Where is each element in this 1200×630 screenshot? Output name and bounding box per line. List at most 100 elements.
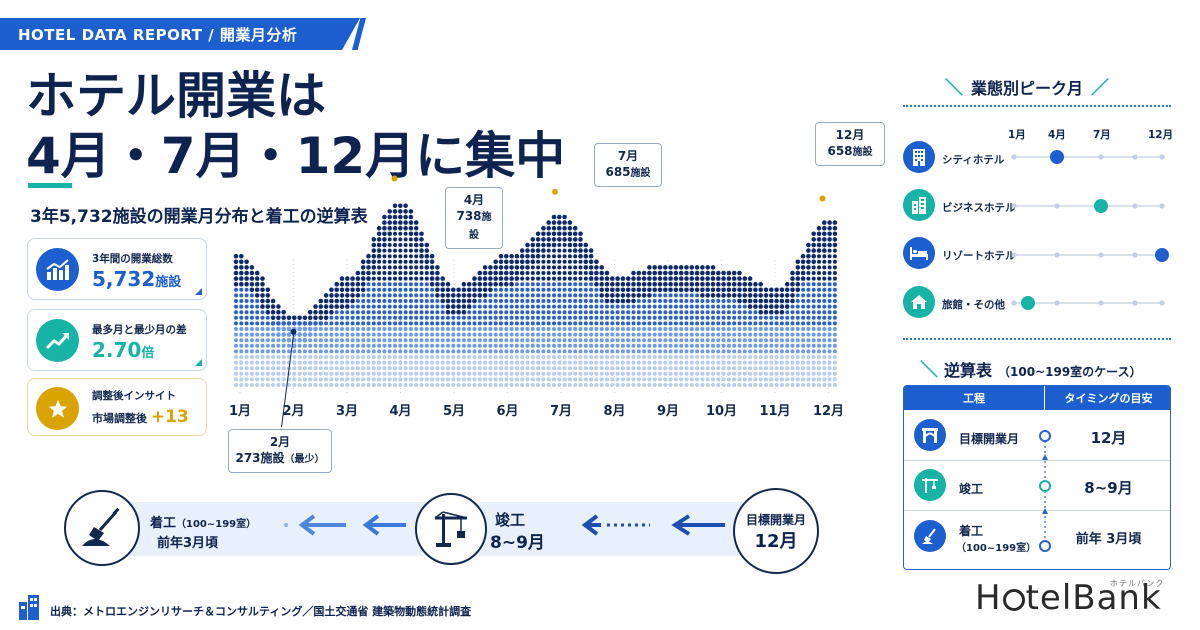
data-dot	[456, 383, 461, 387]
data-dot	[626, 360, 631, 365]
data-dot	[557, 237, 562, 242]
data-dot	[366, 327, 371, 331]
data-dot	[308, 377, 313, 382]
data-dot	[504, 343, 509, 348]
data-dot	[281, 343, 286, 348]
data-dot	[764, 377, 768, 382]
data-dot	[340, 332, 344, 337]
data-dot	[599, 338, 604, 343]
data-dot	[753, 281, 758, 287]
data-dot	[726, 281, 732, 287]
data-dot	[249, 270, 255, 276]
data-dot	[234, 371, 238, 376]
data-dot	[472, 371, 477, 376]
data-dot	[726, 276, 732, 281]
data-dot	[419, 349, 424, 354]
data-dot	[817, 282, 821, 287]
data-dot	[440, 371, 445, 376]
data-dot	[562, 282, 567, 287]
data-dot	[572, 237, 578, 242]
data-dot	[355, 293, 361, 298]
data-dot	[514, 377, 519, 382]
data-dot	[350, 377, 355, 382]
data-dot	[658, 360, 662, 365]
data-dot	[530, 343, 535, 348]
data-dot	[806, 338, 811, 343]
data-dot	[435, 276, 440, 281]
data-dot	[705, 371, 710, 376]
data-dot	[552, 287, 556, 292]
data-dot	[790, 343, 795, 348]
data-dot	[504, 276, 509, 281]
data-dot	[435, 355, 440, 359]
data-dot	[827, 343, 832, 348]
data-dot	[785, 310, 790, 315]
data-dot	[684, 377, 689, 382]
data-dot	[403, 214, 408, 220]
data-dot	[281, 349, 286, 354]
data-dot	[477, 383, 482, 387]
data-dot	[387, 343, 392, 348]
data-dot	[488, 315, 493, 320]
data-dot	[827, 321, 832, 326]
data-dot	[270, 309, 276, 315]
data-dot	[695, 310, 700, 315]
title-line-2: 4月・7月・12月に集中	[26, 127, 566, 185]
data-dot	[382, 231, 387, 237]
data-dot	[451, 315, 456, 320]
data-dot	[519, 265, 525, 270]
data-dot	[387, 377, 392, 382]
data-dot	[403, 377, 408, 382]
data-dot	[451, 355, 456, 359]
data-dot	[737, 371, 742, 376]
data-dot	[663, 287, 668, 293]
data-dot	[652, 360, 657, 365]
data-dot	[583, 371, 588, 376]
stat-card-ratio: 最多月と最少月の差 2.70倍	[27, 309, 207, 371]
peak-row-tick	[1159, 154, 1165, 160]
data-dot	[721, 287, 726, 293]
data-dot	[817, 332, 821, 337]
data-dot	[345, 287, 350, 293]
data-dot	[382, 321, 387, 326]
data-dot	[822, 315, 827, 320]
data-dot	[255, 315, 260, 320]
data-dot	[424, 265, 430, 270]
data-dot	[514, 304, 519, 309]
data-dot	[530, 332, 535, 337]
data-dot	[552, 366, 556, 371]
data-dot	[467, 315, 472, 320]
data-dot	[239, 299, 244, 303]
data-dot	[302, 377, 307, 382]
min-marker	[290, 328, 297, 335]
data-dot	[541, 332, 546, 337]
data-dot	[594, 355, 599, 359]
data-dot	[408, 276, 413, 281]
data-dot	[467, 338, 472, 343]
data-dot	[742, 343, 747, 348]
peak-row-tick	[1011, 203, 1017, 209]
data-dot	[801, 355, 806, 359]
data-dot	[477, 371, 482, 376]
data-dot	[413, 225, 419, 231]
data-dot	[764, 343, 768, 348]
data-dot	[509, 360, 514, 365]
data-dot	[260, 298, 265, 304]
data-dot	[387, 332, 392, 337]
data-dot	[647, 343, 652, 348]
data-dot	[414, 343, 419, 348]
data-dot	[610, 276, 615, 281]
data-dot	[366, 310, 371, 315]
data-dot	[525, 265, 530, 270]
data-dot	[785, 377, 790, 382]
data-dot	[424, 338, 429, 343]
data-dot	[499, 338, 503, 343]
data-dot	[403, 371, 408, 376]
data-dot	[483, 383, 488, 387]
data-dot	[334, 377, 339, 382]
data-dot	[345, 338, 350, 343]
data-dot	[340, 349, 344, 354]
data-dot	[255, 327, 260, 331]
data-dot	[652, 349, 657, 354]
data-dot	[530, 304, 535, 309]
